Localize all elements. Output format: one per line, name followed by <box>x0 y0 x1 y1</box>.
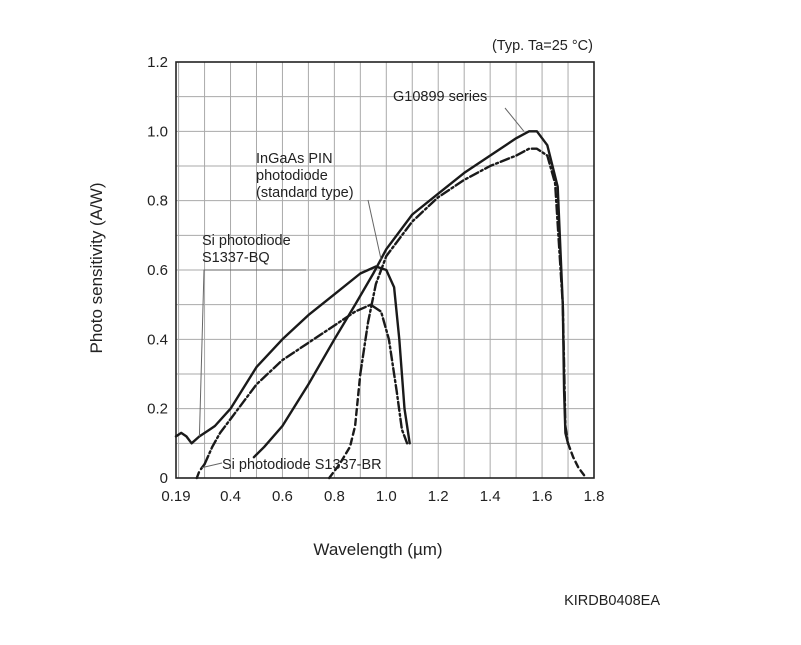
x-axis: 0.19 0.4 0.6 0.8 1.0 1.2 1.4 1.6 1.8 <box>161 488 604 505</box>
x-tick-label: 0.8 <box>324 488 345 505</box>
x-tick-label: 1.6 <box>532 488 553 505</box>
annotation-label: G10899 series <box>393 89 487 105</box>
y-tick-label: 0.2 <box>147 401 168 418</box>
annotation-text-line: Si photodiode <box>202 233 291 249</box>
annotation-leader-lines <box>198 107 525 469</box>
annotation-text-line: Si photodiode S1337-BR <box>222 457 382 473</box>
annotation-leader <box>201 462 223 469</box>
series-line-4 <box>174 265 411 445</box>
series-lines <box>174 130 588 480</box>
y-axis-title: Photo sensitivity (A/W) <box>87 183 106 354</box>
annotation-label: Si photodiode S1337-BR <box>222 457 382 473</box>
series-line-6 <box>195 462 206 480</box>
x-tick-label: 1.8 <box>584 488 605 505</box>
annotation-text-line: S1337-BQ <box>202 250 270 266</box>
annotation-leader <box>367 199 382 260</box>
annotations: G10899 series InGaAs PINphotodiode(standa… <box>202 89 487 473</box>
x-tick-label: 1.0 <box>376 488 397 505</box>
y-tick-label: 1.0 <box>147 123 168 140</box>
x-tick-label: 0.19 <box>161 488 190 505</box>
y-tick-label: 0.6 <box>147 262 168 279</box>
figure-code: KIRDB0408EA <box>564 593 660 609</box>
annotation-text-line: G10899 series <box>393 89 487 105</box>
series-line-1 <box>566 442 588 480</box>
y-tick-label: 1.2 <box>147 54 168 71</box>
y-tick-label: 0.4 <box>147 331 168 348</box>
annotation-leader <box>198 269 306 437</box>
y-tick-label: 0.8 <box>147 193 168 210</box>
series-line-3 <box>328 372 362 480</box>
series-line-2 <box>359 147 570 445</box>
plot-frame <box>175 61 595 479</box>
annotation-text-line: (standard type) <box>256 185 354 201</box>
measurement-condition: (Typ. Ta=25 °C) <box>492 38 593 54</box>
x-tick-label: 1.2 <box>428 488 449 505</box>
annotation-text-line: photodiode <box>256 168 328 184</box>
x-axis-title: Wavelength (µm) <box>313 540 442 559</box>
y-tick-label: 0 <box>160 470 168 487</box>
annotation-text-line: InGaAs PIN <box>256 151 333 167</box>
annotation-leader <box>504 107 525 132</box>
x-tick-label: 1.4 <box>480 488 501 505</box>
x-tick-label: 0.4 <box>220 488 241 505</box>
y-axis: 0 0.2 0.4 0.6 0.8 1.0 1.2 <box>147 54 168 487</box>
x-tick-label: 0.6 <box>272 488 293 505</box>
series-line-5 <box>203 303 409 466</box>
grid <box>176 62 594 478</box>
